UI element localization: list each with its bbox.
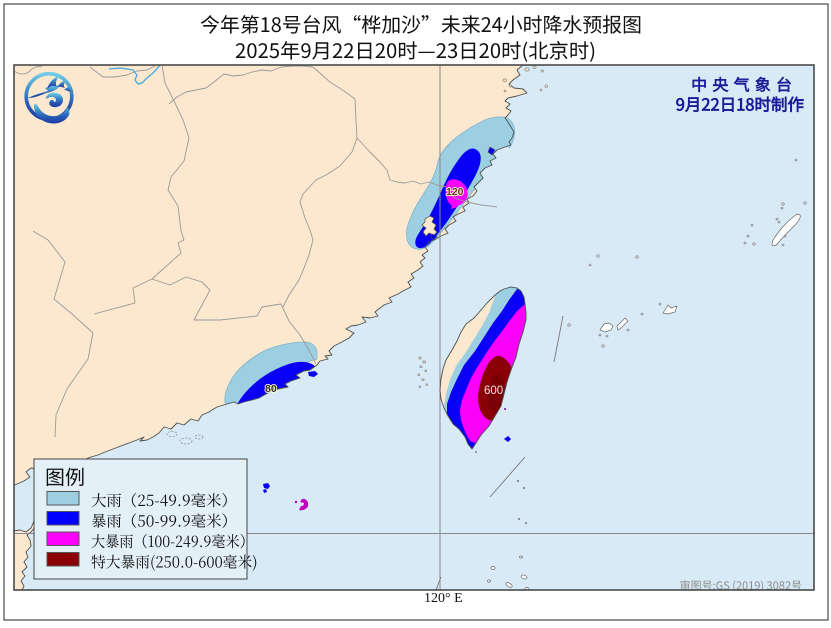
svg-text:80: 80: [265, 383, 277, 395]
svg-text:120° E: 120° E: [424, 591, 463, 606]
svg-text:120: 120: [446, 186, 464, 198]
svg-text:600: 600: [484, 385, 503, 397]
